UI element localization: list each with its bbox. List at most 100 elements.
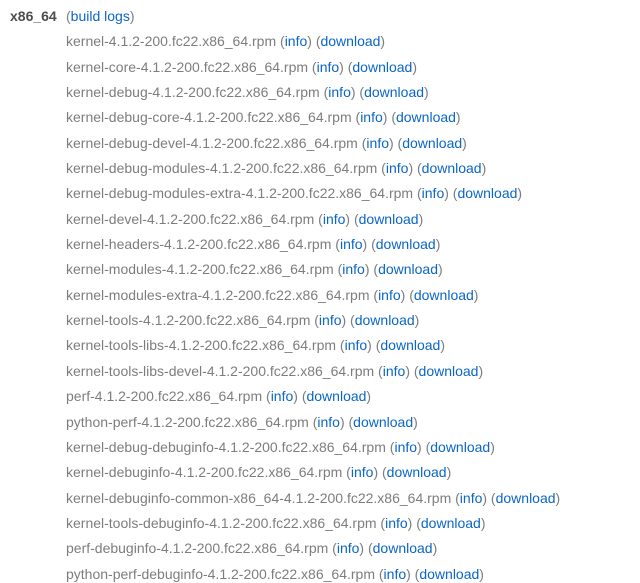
info-link[interactable]: info <box>383 565 407 582</box>
info-link[interactable]: info <box>421 185 445 202</box>
info-link[interactable]: info <box>322 210 346 227</box>
info-link[interactable]: info <box>344 337 368 354</box>
build-logs-link[interactable]: build logs <box>70 8 130 24</box>
info-download-separator: ) ( <box>364 261 379 278</box>
download-link[interactable]: download <box>457 185 518 202</box>
info-link[interactable]: info <box>270 388 294 405</box>
download-link[interactable]: download <box>430 438 491 455</box>
package-filename: kernel-debug-modules-4.1.2-200.fc22.x86_… <box>66 160 378 177</box>
download-paren-close: ) <box>480 514 486 531</box>
package-filename: kernel-core-4.1.2-200.fc22.x86_64.rpm <box>66 58 309 75</box>
download-link[interactable]: download <box>372 540 433 557</box>
package-filename: kernel-modules-extra-4.1.2-200.fc22.x86_… <box>66 286 370 303</box>
info-paren-open: ( <box>333 261 343 278</box>
info-link[interactable]: info <box>336 540 360 557</box>
arch-header-row: x86_64 (build logs) <box>10 4 640 29</box>
info-download-separator: ) ( <box>389 134 403 151</box>
info-paren-open: ( <box>336 337 345 354</box>
download-link[interactable]: download <box>419 565 480 582</box>
info-download-separator: ) ( <box>367 337 381 354</box>
download-link[interactable]: download <box>420 514 481 531</box>
info-download-separator: ) ( <box>339 413 354 430</box>
package-row: kernel-modules-extra-4.1.2-200.fc22.x86_… <box>66 283 640 308</box>
info-paren-open: ( <box>451 489 460 506</box>
info-link[interactable]: info <box>284 33 308 50</box>
info-link[interactable]: info <box>385 514 408 531</box>
info-link[interactable]: info <box>394 438 418 455</box>
info-link[interactable]: info <box>382 362 406 379</box>
download-link[interactable]: download <box>495 489 556 506</box>
package-row: kernel-debug-modules-extra-4.1.2-200.fc2… <box>66 181 640 206</box>
download-paren-close: ) <box>412 58 417 75</box>
info-link[interactable]: info <box>360 109 383 126</box>
download-paren-close: ) <box>432 540 438 557</box>
package-row: kernel-devel-4.1.2-200.fc22.x86_64.rpm (… <box>66 207 640 232</box>
download-paren-close: ) <box>435 236 441 253</box>
package-filename: kernel-tools-debuginfo-4.1.2-200.fc22.x8… <box>66 514 377 531</box>
package-row: python-perf-4.1.2-200.fc22.x86_64.rpm (i… <box>66 410 640 435</box>
info-paren-open: ( <box>314 210 323 227</box>
info-link[interactable]: info <box>342 261 365 278</box>
download-link[interactable]: download <box>402 134 463 151</box>
info-download-separator: ) ( <box>482 489 496 506</box>
download-link[interactable]: download <box>378 261 438 278</box>
download-link[interactable]: download <box>306 388 367 405</box>
info-link[interactable]: info <box>317 413 340 430</box>
download-link[interactable]: download <box>364 84 425 101</box>
info-link[interactable]: info <box>316 58 340 75</box>
package-filename: kernel-tools-4.1.2-200.fc22.x86_64.rpm <box>66 312 311 329</box>
info-download-separator: ) ( <box>373 464 387 481</box>
download-link[interactable]: download <box>352 58 413 75</box>
package-row: kernel-core-4.1.2-200.fc22.x86_64.rpm (i… <box>66 55 640 80</box>
package-filename: perf-4.1.2-200.fc22.x86_64.rpm <box>66 388 263 405</box>
info-paren-open: ( <box>385 438 395 455</box>
info-link[interactable]: info <box>385 160 409 177</box>
info-download-separator: ) ( <box>382 109 396 126</box>
download-link[interactable]: download <box>354 312 415 329</box>
download-paren-close: ) <box>479 565 484 582</box>
download-paren-close: ) <box>462 134 467 151</box>
info-download-separator: ) ( <box>417 438 431 455</box>
info-link[interactable]: info <box>366 134 389 151</box>
info-download-separator: ) ( <box>341 312 355 329</box>
download-paren-close: ) <box>418 210 424 227</box>
info-link[interactable]: info <box>350 464 374 481</box>
download-link[interactable]: download <box>413 286 474 303</box>
package-filename: python-perf-debuginfo-4.1.2-200.fc22.x86… <box>66 565 375 582</box>
info-paren-open: ( <box>308 58 317 75</box>
download-link[interactable]: download <box>320 33 381 50</box>
info-link[interactable]: info <box>339 236 363 253</box>
download-link[interactable]: download <box>421 160 482 177</box>
package-row: kernel-debuginfo-4.1.2-200.fc22.x86_64.r… <box>66 460 640 485</box>
download-link[interactable]: download <box>380 337 441 354</box>
info-link[interactable]: info <box>378 286 401 303</box>
info-link[interactable]: info <box>318 312 342 329</box>
info-paren-open: ( <box>413 185 422 202</box>
info-download-separator: ) ( <box>339 58 353 75</box>
download-link[interactable]: download <box>358 210 419 227</box>
package-filename: kernel-tools-libs-4.1.2-200.fc22.x86_64.… <box>66 337 337 354</box>
package-filename: kernel-devel-4.1.2-200.fc22.x86_64.rpm <box>66 210 315 227</box>
info-paren-open: ( <box>377 160 386 177</box>
info-paren-open: ( <box>374 362 383 379</box>
info-link[interactable]: info <box>328 84 351 101</box>
package-filename: kernel-tools-libs-devel-4.1.2-200.fc22.x… <box>66 362 375 379</box>
info-paren-open: ( <box>357 134 367 151</box>
info-paren-open: ( <box>376 514 386 531</box>
info-link[interactable]: info <box>459 489 483 506</box>
info-paren-open: ( <box>351 109 361 126</box>
download-link[interactable]: download <box>353 413 414 430</box>
info-download-separator: ) ( <box>345 210 359 227</box>
download-link[interactable]: download <box>386 464 447 481</box>
download-link[interactable]: download <box>418 362 479 379</box>
package-list: kernel-4.1.2-200.fc22.x86_64.rpm (info) … <box>10 29 640 583</box>
info-paren-open: ( <box>308 413 318 430</box>
package-filename: kernel-modules-4.1.2-200.fc22.x86_64.rpm <box>66 261 334 278</box>
info-download-separator: ) ( <box>444 185 458 202</box>
download-paren-close: ) <box>478 362 484 379</box>
download-link[interactable]: download <box>395 109 456 126</box>
download-link[interactable]: download <box>375 236 436 253</box>
package-row: perf-4.1.2-200.fc22.x86_64.rpm (info) (d… <box>66 384 640 409</box>
download-paren-close: ) <box>473 286 479 303</box>
